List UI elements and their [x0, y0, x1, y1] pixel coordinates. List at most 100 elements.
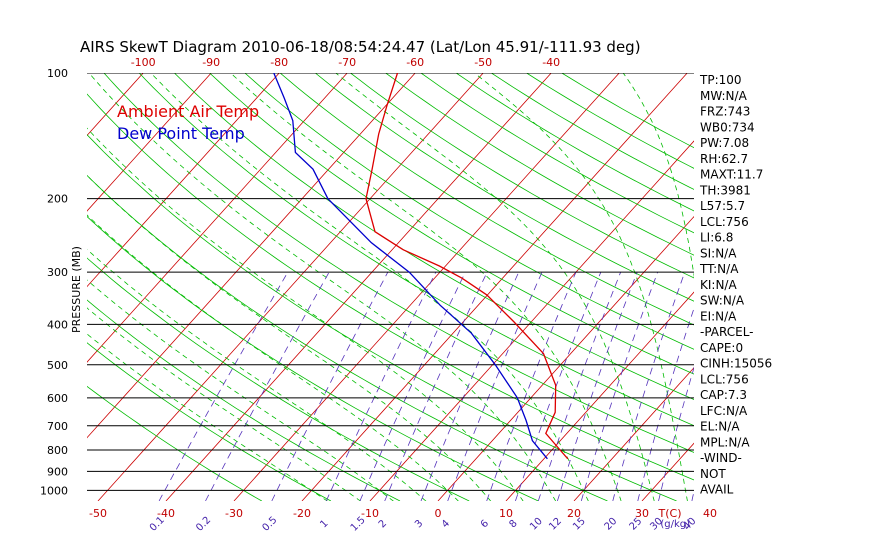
mixing-ratio-line — [612, 272, 686, 501]
parameter-item: AVAIL — [700, 483, 734, 497]
dry-adiabat-line — [87, 215, 539, 501]
mixing-ratio-label: 2 — [377, 518, 389, 530]
bottom-temp-tick-label: 20 — [567, 507, 581, 520]
chart-title: AIRS SkewT Diagram 2010-06-18/08:54:24.4… — [80, 38, 641, 56]
parameter-item: LCL:756 — [700, 372, 749, 386]
parameter-item: SW:N/A — [700, 294, 745, 308]
dry-adiabat-line — [87, 93, 694, 481]
dry-adiabat-line — [491, 73, 694, 190]
isotherm-line — [437, 215, 694, 501]
pressure-tick-label: 1000 — [40, 484, 68, 497]
isotherm-line — [0, 73, 7, 501]
bottom-temp-tick-label: -30 — [225, 507, 243, 520]
isotherm-line — [97, 73, 484, 501]
mixing-ratio-line — [205, 272, 330, 501]
isotherm-line — [369, 140, 694, 501]
dry-adiabat-line — [87, 385, 262, 501]
top-temp-tick-label: -70 — [338, 56, 356, 69]
top-temp-tick-label: -80 — [270, 56, 288, 69]
parameter-item: LCL:756 — [700, 215, 749, 229]
dry-adiabat-line — [279, 73, 694, 326]
mixing-ratio-label: 1 — [318, 518, 330, 530]
mixing-ratio-line — [158, 271, 289, 501]
isotherm-line — [0, 73, 75, 501]
parameter-item: SI:N/A — [700, 246, 737, 260]
dry-adiabat-line — [87, 134, 677, 501]
parameter-item: PW:7.08 — [700, 136, 749, 150]
moist-adiabat-line — [87, 214, 459, 501]
mixing-ratio-label: 0.5 — [261, 515, 280, 534]
isotherm-line — [778, 73, 870, 501]
isotherm-line — [165, 73, 552, 501]
mixing-ratio-label: 20 — [603, 516, 620, 533]
pressure-tick-label: 100 — [47, 67, 68, 80]
parameter-item: TP:100 — [699, 73, 742, 87]
bottom-temp-tick-label: 30 — [635, 507, 649, 520]
isotherm-line — [573, 367, 694, 501]
dry-adiabat-line — [244, 73, 694, 350]
mixing-ratio-label: 12 — [547, 516, 564, 533]
isotherm-line — [301, 73, 688, 501]
mixing-ratio-line — [447, 272, 543, 501]
top-temp-tick-label: -40 — [542, 56, 560, 69]
x-axis-unit-label: T(C) — [658, 507, 682, 520]
mixing-ratio-line — [359, 272, 466, 501]
mixing-ratio-label: 4 — [440, 518, 452, 530]
mixing-ratio-line — [515, 272, 602, 501]
pressure-tick-label: 300 — [47, 266, 68, 279]
bottom-temp-tick-label: 0 — [435, 507, 442, 520]
dry-adiabat-line — [87, 342, 332, 501]
bottom-temp-tick-label: -50 — [89, 507, 107, 520]
mixing-ratio-line — [557, 272, 638, 501]
top-temp-tick-label: -90 — [202, 56, 220, 69]
dry-adiabat-line — [138, 73, 694, 427]
pressure-tick-label: 200 — [47, 193, 68, 206]
dry-adiabat-line — [526, 73, 694, 169]
mixing-ratio-label: 6 — [479, 518, 491, 530]
parameter-item: LFC:N/A — [700, 404, 748, 418]
dry-adiabat-line — [350, 73, 694, 279]
moist-adiabat-line — [474, 73, 688, 501]
dry-adiabat-line — [174, 73, 694, 401]
mixing-ratio-line — [637, 306, 694, 501]
moist-adiabat-line — [88, 73, 557, 501]
mixing-ratio-label: 10 — [528, 516, 545, 533]
parameter-item: MAXT:11.7 — [700, 168, 763, 182]
parameter-item: EL:N/A — [700, 420, 740, 434]
parameter-item: TH:3981 — [699, 183, 751, 197]
parameter-item: -WIND- — [700, 451, 742, 465]
top-temp-tick-label: -100 — [131, 56, 156, 69]
parameter-item: NOT — [700, 467, 726, 481]
series-line-dew-point-temp — [273, 73, 548, 460]
dry-adiabat-line — [103, 73, 694, 453]
top-temp-tick-label: -60 — [406, 56, 424, 69]
pressure-tick-label: 500 — [47, 359, 68, 372]
background-grid — [0, 73, 870, 501]
pressure-tick-label: 800 — [47, 444, 68, 457]
mixing-ratio-line — [537, 272, 621, 501]
bottom-temp-tick-label: -20 — [293, 507, 311, 520]
parameter-item: RH:62.7 — [700, 152, 748, 166]
parameter-item: CINH:15056 — [700, 357, 772, 371]
series-line-ambient-air-temp — [365, 73, 569, 460]
dry-adiabat-line — [385, 73, 694, 256]
isotherm-line — [233, 73, 620, 501]
parameter-item: LI:6.8 — [700, 231, 733, 245]
legend-dew-point-temp: Dew Point Temp — [117, 124, 245, 143]
isotherm-line — [505, 291, 694, 501]
isotherm-line — [87, 73, 416, 439]
parameter-item: CAP:7.3 — [700, 388, 747, 402]
mixing-ratio-label: 0.2 — [194, 515, 213, 534]
parameter-item: EI:N/A — [700, 309, 737, 323]
dry-adiabat-line — [315, 73, 694, 302]
pressure-tick-label: 400 — [47, 318, 68, 331]
parameter-item: TT:N/A — [699, 262, 739, 276]
mixing-ratio-unit-label: (g/kg) — [660, 519, 690, 530]
y-axis-label: PRESSURE (MB) — [70, 246, 83, 333]
bottom-temp-tick-label: -10 — [361, 507, 379, 520]
legend-ambient-air-temp: Ambient Air Temp — [117, 102, 259, 121]
mixing-ratio-label: 8 — [507, 518, 519, 530]
moist-adiabat-line — [87, 127, 524, 501]
parameter-item: -PARCEL- — [700, 325, 754, 339]
